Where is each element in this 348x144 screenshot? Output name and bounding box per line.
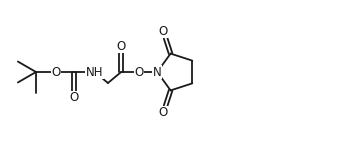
Text: N: N — [153, 66, 161, 78]
Text: O: O — [135, 66, 144, 78]
Text: O: O — [69, 91, 78, 104]
Text: O: O — [135, 66, 144, 78]
Text: O: O — [117, 40, 126, 53]
Text: O: O — [159, 25, 168, 38]
Text: NH: NH — [86, 66, 103, 78]
Text: O: O — [51, 66, 61, 78]
Text: NH: NH — [86, 66, 103, 78]
Text: N: N — [153, 66, 161, 78]
Text: O: O — [159, 106, 168, 119]
Text: O: O — [51, 66, 61, 78]
